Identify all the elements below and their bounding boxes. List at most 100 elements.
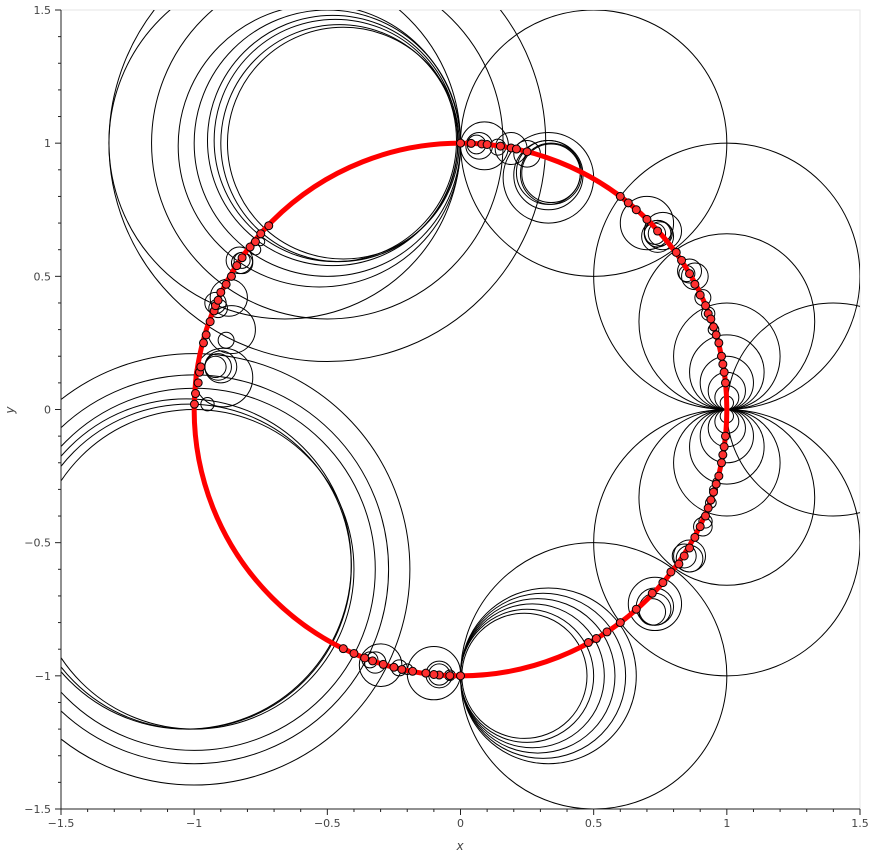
data-point-59: [378, 659, 388, 669]
data-point-35: [706, 495, 716, 505]
data-point-22: [711, 330, 721, 340]
circle-57: [677, 258, 703, 284]
data-point-61: [360, 653, 370, 663]
axes: −1.5−1.5 −1 −1 −0.5 −0.5 0 0 0.5 0.5 1 1 1.5 1.5: [24, 4, 868, 830]
data-point-69: [198, 338, 208, 348]
x-tick-label-1: −1: [186, 817, 202, 830]
data-point-77: [226, 271, 236, 281]
data-point-28: [721, 431, 731, 441]
data-point-23: [714, 338, 724, 348]
data-point-44: [658, 578, 668, 588]
data-point-41: [679, 551, 689, 561]
data-point-0: [456, 138, 465, 148]
data-point-82: [256, 229, 266, 239]
data-point-71: [205, 317, 215, 327]
y-tick-label-6: 1.5: [34, 4, 52, 17]
x-tick-label-3: 0: [457, 817, 464, 830]
data-point-33: [711, 479, 721, 489]
data-point-60: [368, 656, 378, 666]
data-point-50: [583, 638, 593, 648]
circle-88: [200, 397, 215, 412]
x-tick-label-5: 1: [723, 817, 730, 830]
data-point-32: [714, 471, 724, 481]
data-point-12: [653, 226, 663, 236]
data-point-8: [615, 191, 625, 201]
data-point-70: [201, 330, 211, 340]
data-point-18: [701, 301, 711, 311]
data-point-1: [466, 138, 476, 148]
circle-54: [647, 221, 673, 247]
data-point-7: [522, 147, 532, 157]
plot-background: [60, 9, 861, 810]
points-layer: [189, 138, 731, 681]
data-point-46: [631, 604, 641, 614]
data-point-42: [674, 559, 684, 569]
data-point-68: [196, 362, 206, 372]
data-point-38: [695, 522, 705, 532]
data-point-25: [718, 359, 728, 369]
data-point-9: [623, 198, 633, 208]
x-tick-label-6: 1.5: [851, 817, 869, 830]
data-point-58: [389, 662, 399, 672]
data-point-43: [666, 567, 676, 577]
circle-69: [671, 543, 697, 569]
data-point-47: [615, 618, 625, 628]
data-point-74: [213, 295, 223, 305]
data-point-36: [703, 503, 713, 513]
data-point-45: [647, 588, 657, 598]
x-tick-label-2: −0.5: [314, 817, 341, 830]
data-point-55: [421, 668, 431, 678]
circle-13: [61, 398, 352, 730]
data-point-16: [690, 279, 700, 289]
data-point-57: [397, 664, 407, 674]
data-point-17: [695, 290, 705, 300]
data-point-76: [221, 279, 231, 289]
data-point-54: [429, 670, 439, 680]
data-point-37: [701, 511, 711, 521]
data-point-29: [719, 442, 729, 452]
data-point-14: [677, 255, 687, 265]
circle-56: [643, 222, 667, 245]
y-tick-label-2: −0.5: [24, 537, 51, 550]
data-point-40: [685, 543, 695, 553]
x-axis-label: x: [455, 839, 464, 853]
data-point-62: [349, 648, 359, 658]
data-point-80: [245, 242, 255, 252]
data-point-56: [408, 666, 418, 676]
circle-90: [217, 331, 235, 349]
data-point-64: [189, 399, 199, 409]
data-point-13: [671, 247, 681, 257]
y-tick-label-4: 0.5: [34, 270, 52, 283]
data-point-3: [482, 139, 492, 149]
data-point-27: [721, 378, 731, 388]
data-point-11: [642, 214, 652, 224]
data-point-65: [190, 389, 200, 399]
data-point-83: [264, 221, 274, 231]
data-point-49: [591, 634, 601, 644]
data-point-26: [719, 367, 729, 377]
data-point-10: [631, 205, 641, 215]
circle-59: [681, 262, 709, 291]
data-point-78: [232, 261, 242, 271]
data-point-6: [511, 144, 521, 154]
data-point-24: [717, 351, 727, 361]
data-point-31: [717, 458, 727, 468]
data-point-30: [718, 450, 728, 460]
data-point-63: [338, 644, 348, 654]
data-point-34: [709, 487, 719, 497]
y-tick-label-0: −1.5: [24, 803, 51, 816]
data-point-66: [193, 378, 203, 388]
circle-96: [233, 251, 251, 269]
circle-63: [627, 576, 683, 632]
y-tick-label-1: −1: [35, 670, 51, 683]
data-point-4: [495, 141, 505, 151]
circle-14: [61, 353, 411, 786]
x-tick-label-0: −1.5: [48, 817, 75, 830]
data-point-75: [216, 287, 226, 297]
data-point-15: [685, 269, 695, 279]
y-tick-label-5: 1: [44, 137, 51, 150]
y-axis-label: y: [3, 406, 17, 415]
data-point-51: [456, 671, 465, 681]
circle-51: [619, 195, 675, 251]
